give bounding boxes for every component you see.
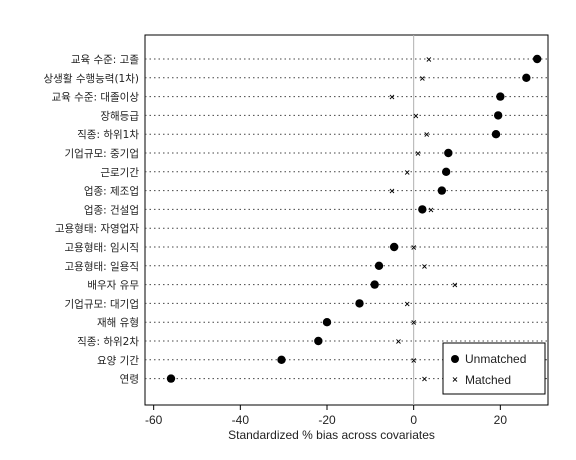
unmatched-point xyxy=(532,54,542,64)
matched-point: × xyxy=(421,375,428,384)
legend: Unmatched × Matched xyxy=(442,342,546,395)
matched-point: × xyxy=(410,356,417,365)
matched-series: × × × × × × × × × × × × × × × × × xyxy=(389,55,459,384)
matched-point: × xyxy=(419,74,426,83)
category-label: 고용형태: 임시직 xyxy=(65,241,140,254)
x-axis-title: Standardized % bias across covariates xyxy=(228,428,435,442)
x-tick-label: -40 xyxy=(232,413,250,427)
matched-point: × xyxy=(389,187,396,196)
unmatched-point xyxy=(496,92,505,101)
matched-point: × xyxy=(451,281,458,290)
unmatched-point xyxy=(374,261,384,270)
legend-unmatched-label: Unmatched xyxy=(465,352,526,366)
legend-matched-label: Matched xyxy=(465,373,511,387)
matched-point: × xyxy=(421,262,428,271)
category-label: 근로기간 xyxy=(100,167,139,179)
matched-point: × xyxy=(415,149,422,158)
unmatched-point xyxy=(493,111,503,120)
matched-point: × xyxy=(410,243,417,252)
matched-point: × xyxy=(412,111,419,120)
unmatched-point xyxy=(277,355,286,364)
legend-matched-marker: × xyxy=(452,375,459,384)
matched-point: × xyxy=(395,337,402,346)
legend-unmatched-marker xyxy=(451,355,459,363)
matched-point: × xyxy=(410,318,417,327)
matched-point: × xyxy=(428,205,435,214)
row-gridlines xyxy=(145,58,548,380)
matched-point: × xyxy=(423,130,430,139)
unmatched-point xyxy=(166,374,176,383)
unmatched-point xyxy=(522,73,531,83)
unmatched-series xyxy=(166,54,542,383)
category-label: 배우자 유무 xyxy=(87,280,139,292)
category-label: 직종: 하위1차 xyxy=(77,128,139,141)
category-label: 고용형태: 자영업자 xyxy=(55,222,139,235)
x-axis-ticks: -60 -40 -20 0 20 xyxy=(145,405,507,427)
unmatched-point xyxy=(370,280,379,289)
category-label: 기업규모: 중기업 xyxy=(65,147,140,160)
unmatched-point xyxy=(437,186,447,195)
category-label: 업종: 제조업 xyxy=(84,185,139,198)
matched-point: × xyxy=(404,299,411,308)
unmatched-point xyxy=(322,318,332,327)
category-label: 교육 수준: 고졸 xyxy=(71,54,140,66)
category-label: 교육 수준: 대졸이상 xyxy=(52,92,140,104)
category-label: 재해 유형 xyxy=(97,316,139,329)
category-label: 기업규모: 대기업 xyxy=(65,297,140,310)
category-label: 상생활 수행능력(1차) xyxy=(44,72,140,85)
x-tick-label: -60 xyxy=(145,413,163,427)
category-label: 직종: 하위2차 xyxy=(77,335,139,348)
category-label: 요양 기간 xyxy=(97,355,139,367)
plot-frame xyxy=(144,34,549,406)
x-tick-label: -20 xyxy=(318,413,336,427)
legend-box xyxy=(442,342,546,395)
x-tick-label: 0 xyxy=(410,413,417,427)
matched-point: × xyxy=(404,168,411,177)
category-label: 연령 xyxy=(120,374,139,386)
unmatched-point xyxy=(418,205,427,214)
unmatched-point xyxy=(355,299,364,308)
unmatched-point xyxy=(314,336,323,346)
unmatched-point xyxy=(491,130,501,139)
x-tick-label: 20 xyxy=(494,413,508,427)
unmatched-point xyxy=(389,242,399,252)
category-label: 업종: 건설업 xyxy=(84,203,139,216)
matched-point: × xyxy=(425,55,432,64)
category-label: 고용형태: 일용직 xyxy=(65,260,140,273)
matched-point: × xyxy=(389,93,396,102)
unmatched-point xyxy=(441,167,451,176)
unmatched-point xyxy=(444,148,453,158)
category-label: 장해등급 xyxy=(100,109,139,122)
